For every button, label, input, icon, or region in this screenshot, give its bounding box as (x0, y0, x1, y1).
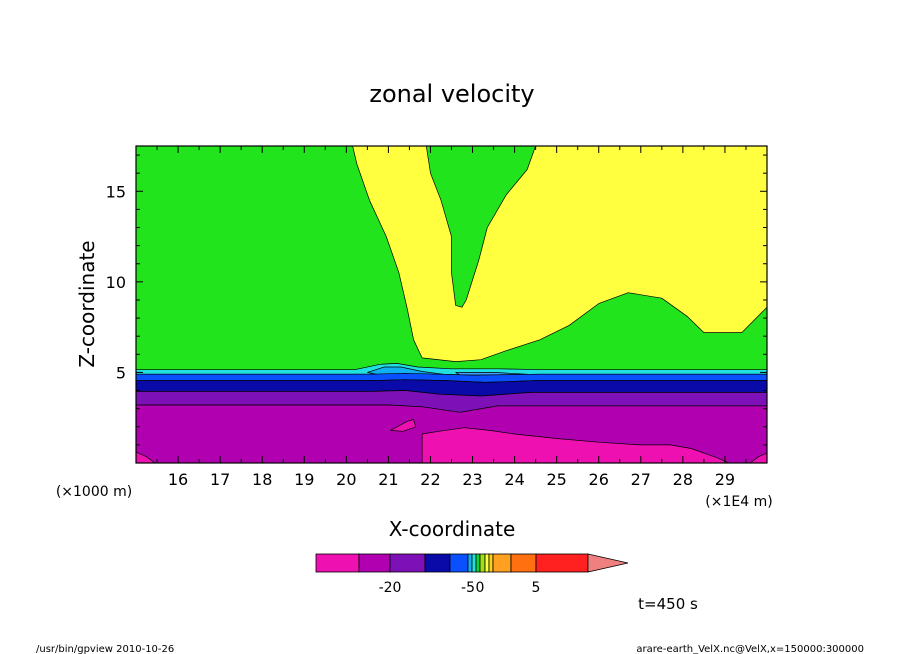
x-tick-label: 24 (504, 470, 524, 489)
x-tick-label: 21 (378, 470, 398, 489)
time-label: t=450 s (638, 595, 698, 613)
colorbar-cell (475, 553, 481, 573)
y-tick-label: 15 (106, 182, 126, 201)
x-tick-label: 29 (715, 470, 735, 489)
x-unit-left: (×1000 m) (56, 484, 132, 500)
colorbar-cell (488, 553, 494, 573)
colorbar-cell (358, 553, 391, 573)
colorbar-cell (492, 553, 512, 573)
x-tick-label: 25 (546, 470, 566, 489)
colorbar-cell (449, 553, 469, 573)
x-tick-label: 23 (462, 470, 482, 489)
x-tick-label: 16 (168, 470, 188, 489)
x-tick-label: 20 (336, 470, 356, 489)
plot-area (135, 145, 768, 464)
colorbar: -20 -5 0 5 (315, 553, 629, 596)
x-tick-label: 22 (420, 470, 440, 489)
colorbar-cell (479, 553, 486, 573)
colorbar-cell (535, 553, 589, 573)
colorbar-label: -5 (461, 580, 475, 596)
colorbar-label: -20 (379, 580, 402, 596)
x-unit-right: (×1E4 m) (705, 494, 772, 510)
y-tick-label: 10 (106, 273, 126, 292)
chart-title: zonal velocity (369, 80, 534, 108)
y-axis-label: Z-coordinate (75, 240, 99, 367)
y-tick-label: 5 (116, 363, 126, 382)
colorbar-label: 0 (476, 580, 485, 596)
colorbar-cell (510, 553, 537, 573)
x-tick-label: 27 (631, 470, 651, 489)
x-tick-label: 28 (673, 470, 693, 489)
colorbar-cell (484, 553, 490, 573)
colorbar-extend-arrow (587, 553, 629, 573)
contour-region-magenta-lower (421, 427, 730, 464)
source-footer: arare-earth_VelX.nc@VelX,x=150000:300000 (636, 644, 864, 654)
colorbar-cell (389, 553, 426, 573)
colorbar-label: 5 (532, 580, 541, 596)
colorbar-cell (471, 553, 477, 573)
contour-region-upper-yellow (352, 145, 768, 362)
x-tick-label: 17 (210, 470, 230, 489)
x-tick-label: 19 (294, 470, 314, 489)
contour-region-magenta-spot (390, 419, 417, 432)
colorbar-cell (424, 553, 451, 573)
colorbar-cell (315, 553, 360, 573)
x-axis-label: X-coordinate (389, 517, 516, 541)
program-footer: /usr/bin/gpview 2010-10-26 (36, 644, 174, 654)
x-tick-label: 26 (589, 470, 609, 489)
colorbar-cell (467, 553, 473, 573)
x-tick-label: 18 (252, 470, 272, 489)
